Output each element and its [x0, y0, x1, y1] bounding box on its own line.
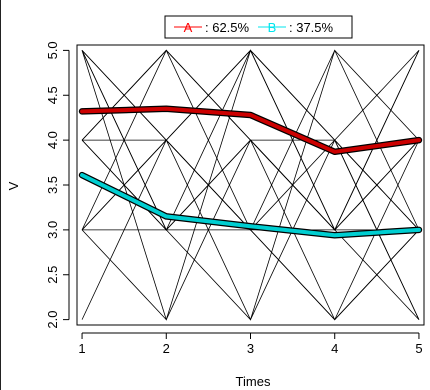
trajectory-line	[81, 139, 419, 231]
trajectory-line	[81, 50, 420, 321]
x-tick-label: 2	[163, 341, 170, 356]
legend-a-text: : 62.5%	[205, 20, 250, 35]
y-tick-label: 4.0	[45, 131, 60, 149]
series-a-line	[80, 106, 421, 154]
mean-series-lines	[78, 105, 423, 239]
legend-b-text: : 37.5%	[289, 20, 334, 35]
trajectory-line	[81, 49, 420, 321]
trajectory-line	[81, 50, 420, 321]
legend-entry-b: B : 37.5%	[258, 20, 334, 35]
y-tick-label: 3.5	[45, 176, 60, 194]
y-axis-label: V	[6, 181, 21, 190]
y-tick-label: 5.0	[45, 41, 60, 59]
x-axis-label: Times	[236, 374, 271, 389]
legend-entry-a: A : 62.5%	[174, 20, 250, 35]
trajectory-line	[81, 49, 420, 320]
legend-a-symbol: A	[184, 20, 193, 35]
x-tick-label: 4	[331, 341, 338, 356]
legend-b-symbol: B	[268, 20, 277, 35]
trajectory-line	[81, 50, 420, 320]
trajectory-line	[81, 49, 420, 321]
legend: A : 62.5% B : 37.5%	[164, 15, 353, 39]
x-tick-label: 3	[247, 341, 254, 356]
individual-trajectories	[81, 49, 420, 321]
trajectory-line	[81, 49, 420, 320]
plot-area-border	[76, 44, 425, 326]
y-tick-label: 2.0	[45, 311, 60, 329]
trajectory-line	[82, 139, 420, 321]
y-tick-label: 2.5	[45, 266, 60, 284]
x-tick-label: 1	[78, 341, 85, 356]
x-tick-label: 5	[415, 341, 422, 356]
y-axis: 2.0 2.5 3.0 3.5 4.0 4.5 5.0	[45, 41, 70, 329]
series-b-line	[80, 173, 421, 238]
x-axis: 1 2 3 4 5	[78, 332, 423, 356]
trajectory-line	[81, 49, 420, 231]
trajectory-line	[81, 49, 420, 321]
y-tick-label: 4.5	[45, 86, 60, 104]
y-tick-label: 3.0	[45, 221, 60, 239]
